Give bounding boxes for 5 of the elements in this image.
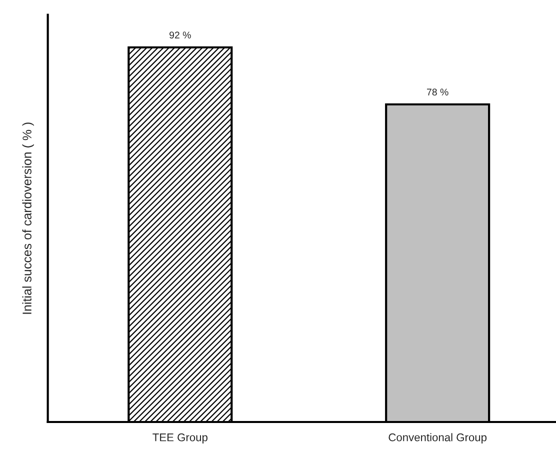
x-tick-label: Conventional Group — [388, 433, 487, 444]
data-label: 78 % — [426, 88, 448, 96]
x-tick-label: TEE Group — [152, 433, 208, 444]
y-axis-title: Initial succes of cardioversion ( % ) — [22, 122, 34, 314]
data-label: 92 % — [170, 32, 191, 38]
